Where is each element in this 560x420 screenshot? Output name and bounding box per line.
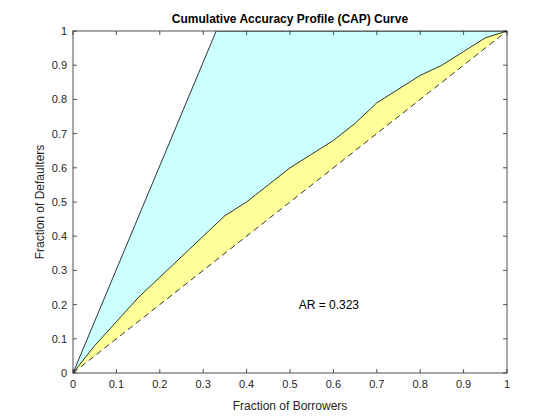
x-tick (333, 369, 334, 373)
y-tick (503, 373, 507, 374)
x-axis-label: Fraction of Borrowers (233, 399, 348, 413)
y-tick-label: 0.1 (52, 333, 67, 345)
y-tick (503, 31, 507, 32)
x-tick-label: 0.3 (196, 378, 211, 390)
y-tick (503, 304, 507, 305)
y-tick-label: 0.2 (52, 299, 67, 311)
x-tick-label: 1 (504, 378, 510, 390)
y-tick-label: 0.4 (52, 230, 67, 242)
y-tick (503, 202, 507, 203)
x-tick (246, 31, 247, 35)
x-tick (203, 369, 204, 373)
x-tick (73, 369, 74, 373)
x-tick (420, 31, 421, 35)
series-line (73, 31, 507, 373)
y-tick (73, 99, 77, 100)
x-tick (507, 31, 508, 35)
area-fill (73, 31, 507, 373)
x-tick (116, 369, 117, 373)
y-tick (73, 202, 77, 203)
annotation: AR = 0.323 (299, 298, 360, 312)
series-line (73, 31, 507, 373)
x-tick (159, 31, 160, 35)
y-tick (73, 167, 77, 168)
y-tick (503, 65, 507, 66)
area-fill (73, 31, 507, 373)
y-tick (73, 373, 77, 374)
y-tick-label: 0.6 (52, 162, 67, 174)
y-tick (73, 304, 77, 305)
x-tick (463, 369, 464, 373)
x-tick-label: 0.1 (109, 378, 124, 390)
y-tick (503, 338, 507, 339)
axes-frame (73, 31, 507, 373)
x-tick-label: 0.5 (282, 378, 297, 390)
x-tick (73, 31, 74, 35)
x-tick (290, 369, 291, 373)
background (0, 0, 560, 420)
x-tick-label: 0.9 (456, 378, 471, 390)
x-tick (420, 369, 421, 373)
plot-area (73, 31, 507, 373)
x-tick (159, 369, 160, 373)
y-tick-label: 0.9 (52, 59, 67, 71)
y-tick (73, 236, 77, 237)
y-tick-label: 0 (61, 367, 67, 379)
title: Cumulative Accuracy Profile (CAP) Curve (172, 12, 409, 26)
series-line (73, 31, 507, 373)
y-tick (73, 133, 77, 134)
x-tick (246, 369, 247, 373)
y-tick (503, 270, 507, 271)
y-tick-label: 0.5 (52, 196, 67, 208)
y-tick (73, 31, 77, 32)
x-tick-label: 0.8 (413, 378, 428, 390)
x-tick (376, 31, 377, 35)
y-tick (73, 270, 77, 271)
x-tick-label: 0 (70, 378, 76, 390)
x-tick (116, 31, 117, 35)
y-tick (503, 236, 507, 237)
x-tick (203, 31, 204, 35)
y-tick-label: 1 (61, 25, 67, 37)
y-tick (503, 167, 507, 168)
plot-group (73, 31, 507, 373)
y-tick (73, 65, 77, 66)
y-tick (503, 133, 507, 134)
chart: 0 0.1 0.2 0.3 0.4 0.5 0.6 0.7 0.8 0.9 1 0 0.1 0.2 0.3 0… (0, 0, 560, 420)
y-tick-label: 0.3 (52, 264, 67, 276)
y-tick (73, 338, 77, 339)
x-tick (290, 31, 291, 35)
y-tick (503, 99, 507, 100)
x-tick-label: 0.2 (152, 378, 167, 390)
y-tick-label: 0.8 (52, 93, 67, 105)
x-tick-label: 0.4 (239, 378, 254, 390)
x-tick (376, 369, 377, 373)
x-tick (333, 31, 334, 35)
y-axis-label: Fraction of Defaulters (33, 145, 47, 260)
y-tick-label: 0.7 (52, 128, 67, 140)
x-tick-label: 0.6 (326, 378, 341, 390)
x-tick (507, 369, 508, 373)
x-tick (463, 31, 464, 35)
x-tick-label: 0.7 (369, 378, 384, 390)
